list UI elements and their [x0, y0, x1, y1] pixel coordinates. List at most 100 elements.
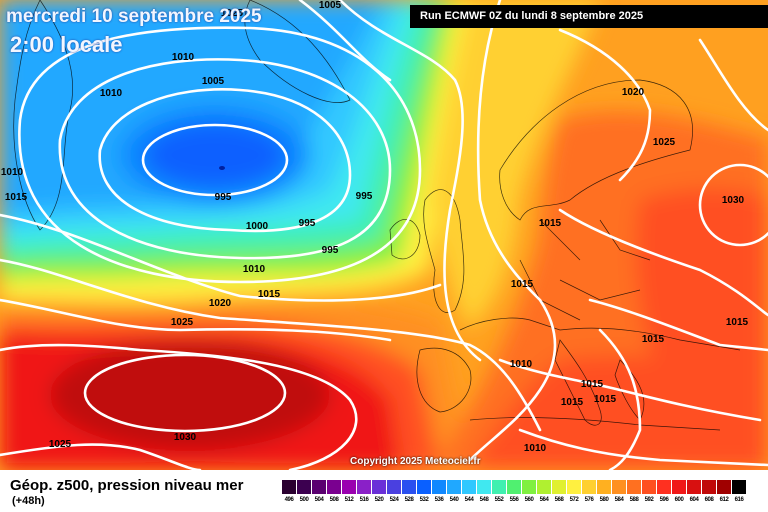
- scale-swatch: [462, 480, 476, 494]
- scale-swatch: [477, 480, 491, 494]
- scale-tick-label: 556: [509, 497, 519, 503]
- isobar-label: 1015: [581, 379, 604, 390]
- isobar-label: 1025: [653, 137, 676, 148]
- scale-swatch: [297, 480, 311, 494]
- legend-title: Géop. z500, pression niveau mer: [10, 477, 244, 494]
- scale-tick-label: 588: [629, 497, 639, 503]
- scale-tick-label: 548: [479, 497, 489, 503]
- scale-swatch: [567, 480, 581, 494]
- isobar-label: 1025: [221, 8, 244, 19]
- scale-tick-label: 536: [434, 497, 444, 503]
- isobar-label: 1030: [722, 195, 745, 206]
- isobar-label: 1025: [171, 317, 194, 328]
- scale-tick-label: 512: [344, 497, 354, 503]
- forecast-date: mercredi 10 septembre 2025: [6, 6, 262, 27]
- scale-swatch: [552, 480, 566, 494]
- scale-tick-label: 516: [359, 497, 369, 503]
- scale-tick-label: 576: [584, 497, 594, 503]
- scale-tick-label: 528: [404, 497, 414, 503]
- scale-swatch: [507, 480, 521, 494]
- isobar-label: 1015: [258, 289, 281, 300]
- scale-tick-label: 612: [719, 497, 729, 503]
- isobar-label: 1010: [100, 88, 123, 99]
- isobar-label: 1010: [172, 52, 195, 63]
- scale-swatch: [717, 480, 731, 494]
- geopotential-field: [0, 0, 768, 470]
- scale-swatch: [342, 480, 356, 494]
- coastlines: [13, 0, 741, 431]
- isobar-label: 1005: [319, 0, 342, 11]
- scale-swatch: [657, 480, 671, 494]
- scale-swatch: [327, 480, 341, 494]
- scale-swatch: [597, 480, 611, 494]
- scale-swatch: [357, 480, 371, 494]
- scale-tick-label: 496: [284, 497, 294, 503]
- isobar-labels: 1005 1025 1010 1005 1010 1010 1015 995 995 1000 99…: [1, 0, 749, 454]
- isobar-label: 1015: [539, 218, 562, 229]
- isobar-label: 1000: [246, 221, 269, 232]
- isobar-label: 1015: [511, 279, 534, 290]
- isobar-label: 1030: [174, 432, 197, 443]
- scale-tick-label: 616: [734, 497, 744, 503]
- weather-map: 1005 1025 1010 1005 1010 1010 1015 995 995 1000 99…: [0, 0, 768, 470]
- isobar-label: 1015: [5, 192, 28, 203]
- scale-swatch: [402, 480, 416, 494]
- scale-swatch: [582, 480, 596, 494]
- isobar-label: 1010: [510, 359, 533, 370]
- forecast-time: 2:00 locale: [10, 32, 123, 57]
- isobar-label: 995: [215, 192, 232, 203]
- scale-swatch: [672, 480, 686, 494]
- scale-swatch: [492, 480, 506, 494]
- isobar-label: 1010: [243, 264, 266, 275]
- scale-swatch: [627, 480, 641, 494]
- copyright-notice: Copyright 2025 Meteociel.fr: [350, 456, 481, 467]
- forecast-lead-time: (+48h): [12, 495, 45, 507]
- scale-swatch: [312, 480, 326, 494]
- scale-tick-label: 552: [494, 497, 504, 503]
- scale-tick-label: 608: [704, 497, 714, 503]
- isobars: [0, 0, 768, 470]
- scale-swatch: [702, 480, 716, 494]
- isobar-label: 1020: [209, 298, 232, 309]
- scale-tick-label: 584: [614, 497, 624, 503]
- scale-swatch: [372, 480, 386, 494]
- scale-tick-label: 564: [539, 497, 549, 503]
- scale-tick-label: 504: [314, 497, 324, 503]
- isobar-label: 995: [322, 245, 339, 256]
- scale-swatch: [687, 480, 701, 494]
- scale-tick-label: 568: [554, 497, 564, 503]
- run-info-banner: Run ECMWF 0Z du lundi 8 septembre 2025: [410, 5, 768, 28]
- isobar-label: 1015: [642, 334, 665, 345]
- scale-tick-label: 580: [599, 497, 609, 503]
- scale-tick-label: 500: [299, 497, 309, 503]
- scale-tick-label: 520: [374, 497, 384, 503]
- scale-tick-label: 540: [449, 497, 459, 503]
- scale-swatch: [522, 480, 536, 494]
- scale-tick-label: 596: [659, 497, 669, 503]
- scale-tick-label: 560: [524, 497, 534, 503]
- scale-swatch: [447, 480, 461, 494]
- color-scale: 496 500 504 508 512 516 520 524 528 532 536 540 544 5…: [282, 480, 746, 504]
- scale-swatch: [282, 480, 296, 494]
- scale-tick-label: 532: [419, 497, 429, 503]
- isobar-label: 995: [356, 191, 373, 202]
- isobar-label: 1015: [594, 394, 617, 405]
- isobar-label: 1010: [524, 443, 547, 454]
- isobar-label: 1015: [726, 317, 749, 328]
- isobar-label: 1015: [561, 397, 584, 408]
- scale-tick-label: 572: [569, 497, 579, 503]
- isobar-label: 1020: [622, 87, 645, 98]
- scale-swatch: [537, 480, 551, 494]
- isobar-label: 1005: [202, 76, 225, 87]
- scale-swatch: [612, 480, 626, 494]
- scale-swatch: [732, 480, 746, 494]
- isobar-label: 995: [299, 218, 316, 229]
- scale-tick-label: 600: [674, 497, 684, 503]
- scale-swatch: [417, 480, 431, 494]
- scale-tick-label: 524: [389, 497, 399, 503]
- scale-tick-label: 604: [689, 497, 699, 503]
- scale-swatch: [432, 480, 446, 494]
- isobar-label: 1010: [1, 167, 24, 178]
- scale-swatch: [387, 480, 401, 494]
- isobar-label: 1025: [49, 439, 72, 450]
